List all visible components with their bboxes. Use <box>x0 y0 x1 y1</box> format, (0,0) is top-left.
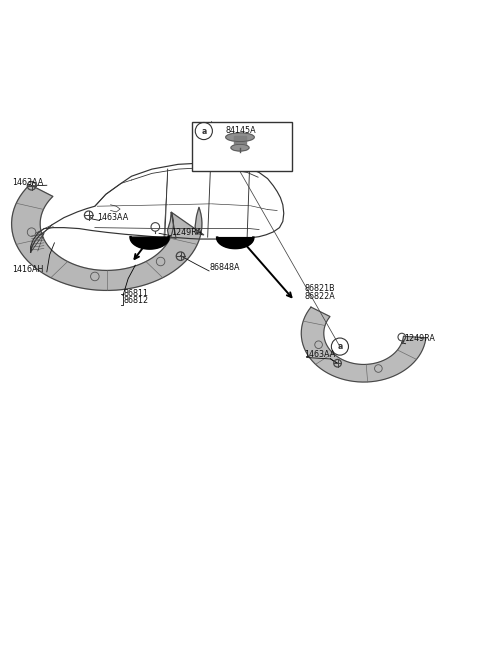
Text: a: a <box>201 127 206 135</box>
Text: 1463AA: 1463AA <box>12 178 44 187</box>
Text: 86848A: 86848A <box>209 263 240 273</box>
Text: 1416AH: 1416AH <box>12 265 44 274</box>
Text: a: a <box>337 342 343 351</box>
Text: 1249RA: 1249RA <box>404 334 435 343</box>
Text: 1463AA: 1463AA <box>304 350 336 359</box>
Polygon shape <box>301 307 426 382</box>
Ellipse shape <box>226 133 254 141</box>
FancyBboxPatch shape <box>234 136 246 148</box>
Ellipse shape <box>231 145 249 151</box>
Text: 86812: 86812 <box>123 296 148 306</box>
Text: 86822A: 86822A <box>304 292 335 301</box>
Polygon shape <box>12 185 204 290</box>
FancyBboxPatch shape <box>192 122 292 171</box>
Text: 86821B: 86821B <box>304 284 335 293</box>
Text: 1463AA: 1463AA <box>97 213 129 222</box>
Text: 1249RA: 1249RA <box>171 228 202 237</box>
Text: 84145A: 84145A <box>226 125 256 135</box>
Text: 86811: 86811 <box>123 288 148 298</box>
Polygon shape <box>217 238 253 248</box>
Polygon shape <box>131 237 168 248</box>
